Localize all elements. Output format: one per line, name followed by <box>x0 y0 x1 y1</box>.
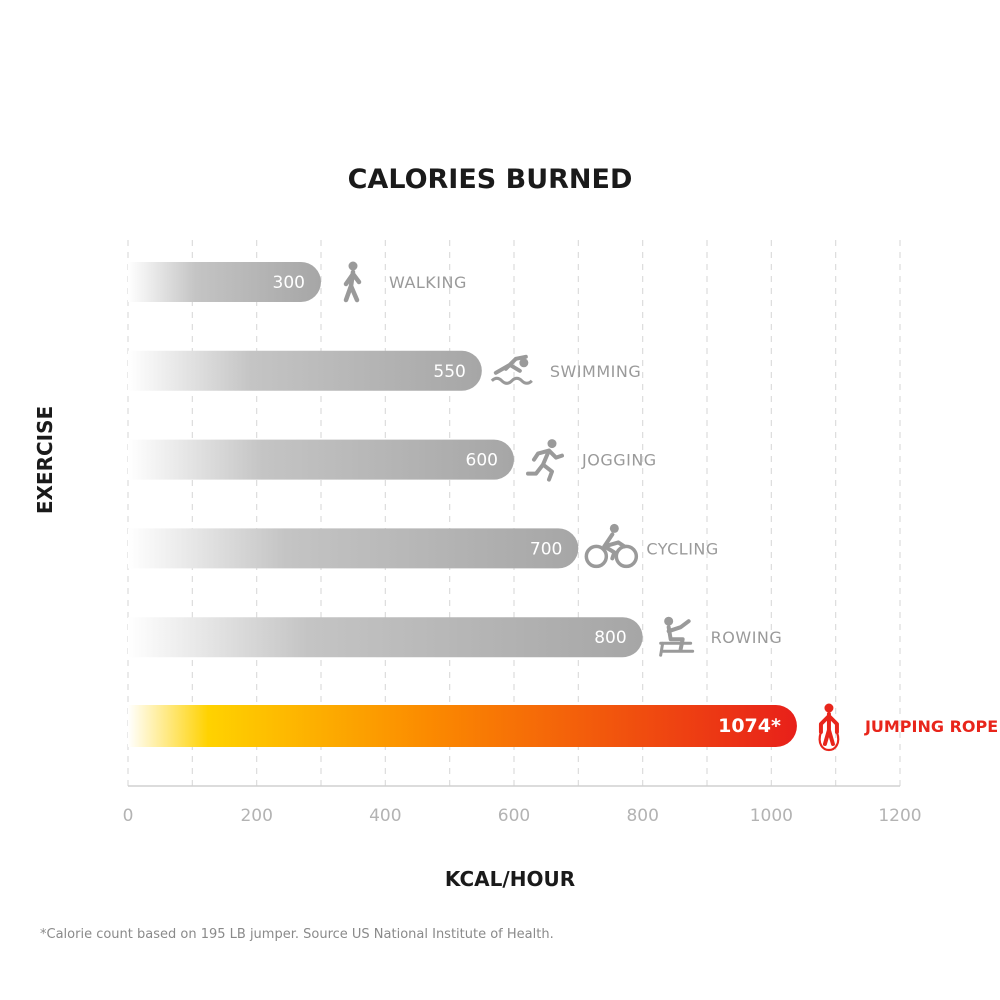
jogging-icon <box>526 439 564 482</box>
bar-row: 550 SWIMMING <box>128 350 641 391</box>
x-axis-ticks: 0 200 400 600 800 1000 1200 <box>123 806 922 826</box>
x-tick-label: 600 <box>498 806 530 826</box>
bar-value-label: 700 <box>530 539 562 559</box>
bar-row: 600 JOGGING <box>128 439 657 482</box>
bar <box>128 617 643 658</box>
bar-value-label: 550 <box>433 362 465 382</box>
bar-row: 300 WALKING <box>128 261 467 303</box>
x-axis-title: KCAL/HOUR <box>445 867 575 891</box>
bar <box>128 528 579 569</box>
category-label: WALKING <box>389 273 467 292</box>
bar <box>128 350 482 391</box>
category-label: ROWING <box>711 628 783 647</box>
grid <box>127 240 901 786</box>
bar <box>128 439 514 480</box>
chart-title: CALORIES BURNED <box>348 164 633 195</box>
bar-value-label: 300 <box>273 273 305 293</box>
cycling-icon <box>584 523 639 569</box>
bar-row: 800 ROWING <box>128 616 783 658</box>
category-label: SWIMMING <box>550 362 641 381</box>
x-tick-label: 800 <box>626 806 658 826</box>
bar-row: 1074* JUMPING ROPE <box>128 703 998 752</box>
category-label: JUMPING ROPE <box>864 717 998 736</box>
category-label: CYCLING <box>646 539 718 558</box>
rowing-icon <box>659 616 695 657</box>
category-label: JOGGING <box>581 451 657 470</box>
walking-icon <box>343 261 362 303</box>
bar-value-label: 800 <box>594 628 626 648</box>
bar-row: 700 CYCLING <box>128 523 718 569</box>
footnote: *Calorie count based on 195 LB jumper. S… <box>40 927 554 942</box>
x-tick-label: 0 <box>123 806 134 826</box>
bar <box>128 705 797 747</box>
bar <box>128 262 321 302</box>
x-tick-label: 400 <box>369 806 401 826</box>
x-tick-label: 1000 <box>750 806 793 826</box>
y-axis-title: EXERCISE <box>33 406 57 514</box>
x-tick-label: 200 <box>240 806 272 826</box>
swimming-icon <box>490 354 533 385</box>
bar-value-label: 1074* <box>718 715 781 737</box>
jumping-rope-icon <box>818 703 840 752</box>
x-tick-label: 1200 <box>878 806 921 826</box>
bars: 300 WALKING 550 SWIMMING 600 JOGGING 700 CYCLIN… <box>128 261 998 752</box>
bar-value-label: 600 <box>466 451 498 471</box>
